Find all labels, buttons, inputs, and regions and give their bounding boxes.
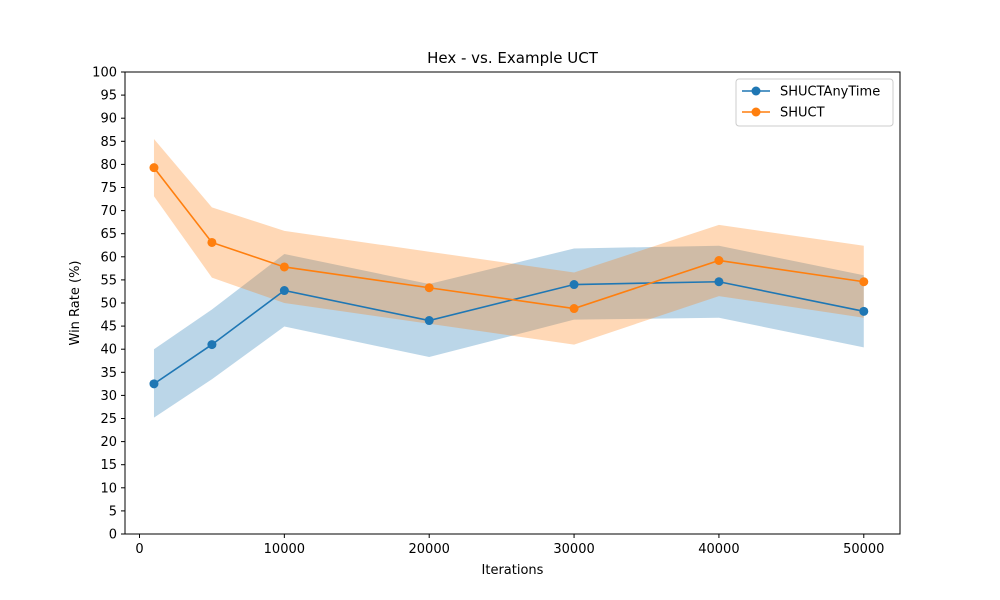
data-point: [859, 277, 869, 287]
legend-marker: [751, 107, 761, 117]
x-tick-label: 50000: [843, 542, 884, 557]
y-tick-label: 10: [100, 481, 117, 496]
y-tick-label: 40: [100, 343, 117, 358]
data-point: [714, 277, 724, 287]
y-axis-ticks: 0 5 10 15 20 25 30 35 40 45 50 55 60 65 70 75 80 85 90 95 10…: [92, 66, 125, 543]
series-points: [149, 163, 869, 389]
data-point: [149, 163, 159, 173]
y-tick-label: 20: [100, 435, 117, 450]
y-tick-label: 75: [100, 181, 117, 196]
legend-label: SHUCT: [780, 106, 825, 121]
y-tick-label: 85: [100, 135, 117, 150]
confidence-band-1: [153, 138, 864, 345]
x-axis-ticks: 0 10000 20000 30000 40000 50000: [135, 534, 884, 557]
data-point: [569, 280, 579, 290]
y-tick-label: 90: [100, 112, 117, 127]
y-tick-label: 80: [100, 158, 117, 173]
x-tick-label: 40000: [698, 542, 739, 557]
confidence-band-0: [153, 245, 864, 418]
data-point: [149, 379, 159, 389]
x-axis-label: Iterations: [482, 563, 544, 578]
legend: SHUCTAnyTime SHUCT: [735, 78, 894, 127]
y-tick-label: 15: [100, 458, 117, 473]
data-point: [424, 283, 434, 293]
x-tick-label: 0: [135, 542, 143, 557]
y-tick-label: 100: [92, 66, 117, 81]
data-point: [714, 255, 724, 265]
y-tick-label: 70: [100, 204, 117, 219]
data-point: [279, 286, 289, 296]
x-tick-label: 10000: [264, 542, 305, 557]
data-point: [569, 304, 579, 314]
y-tick-label: 45: [100, 320, 117, 335]
legend-marker: [751, 86, 761, 96]
y-axis-label: Win Rate (%): [68, 261, 83, 346]
x-tick-label: 30000: [553, 542, 594, 557]
y-tick-label: 50: [100, 297, 117, 312]
y-tick-label: 25: [100, 412, 117, 427]
y-tick-label: 95: [100, 89, 117, 104]
legend-label: SHUCTAnyTime: [780, 85, 880, 100]
confidence-bands: [153, 138, 864, 418]
data-point: [279, 262, 289, 272]
y-tick-label: 35: [100, 366, 117, 381]
y-tick-label: 30: [100, 389, 117, 404]
y-tick-label: 55: [100, 273, 117, 288]
y-tick-label: 60: [100, 250, 117, 265]
x-tick-label: 20000: [409, 542, 450, 557]
data-point: [859, 306, 869, 316]
y-tick-label: 0: [109, 528, 117, 543]
legend-box: [735, 78, 894, 127]
data-point: [207, 237, 217, 247]
chart-title: Hex - vs. Example UCT: [427, 49, 599, 67]
data-point: [207, 340, 217, 350]
y-tick-label: 65: [100, 227, 117, 242]
y-tick-label: 5: [109, 504, 117, 519]
data-point: [424, 316, 434, 326]
